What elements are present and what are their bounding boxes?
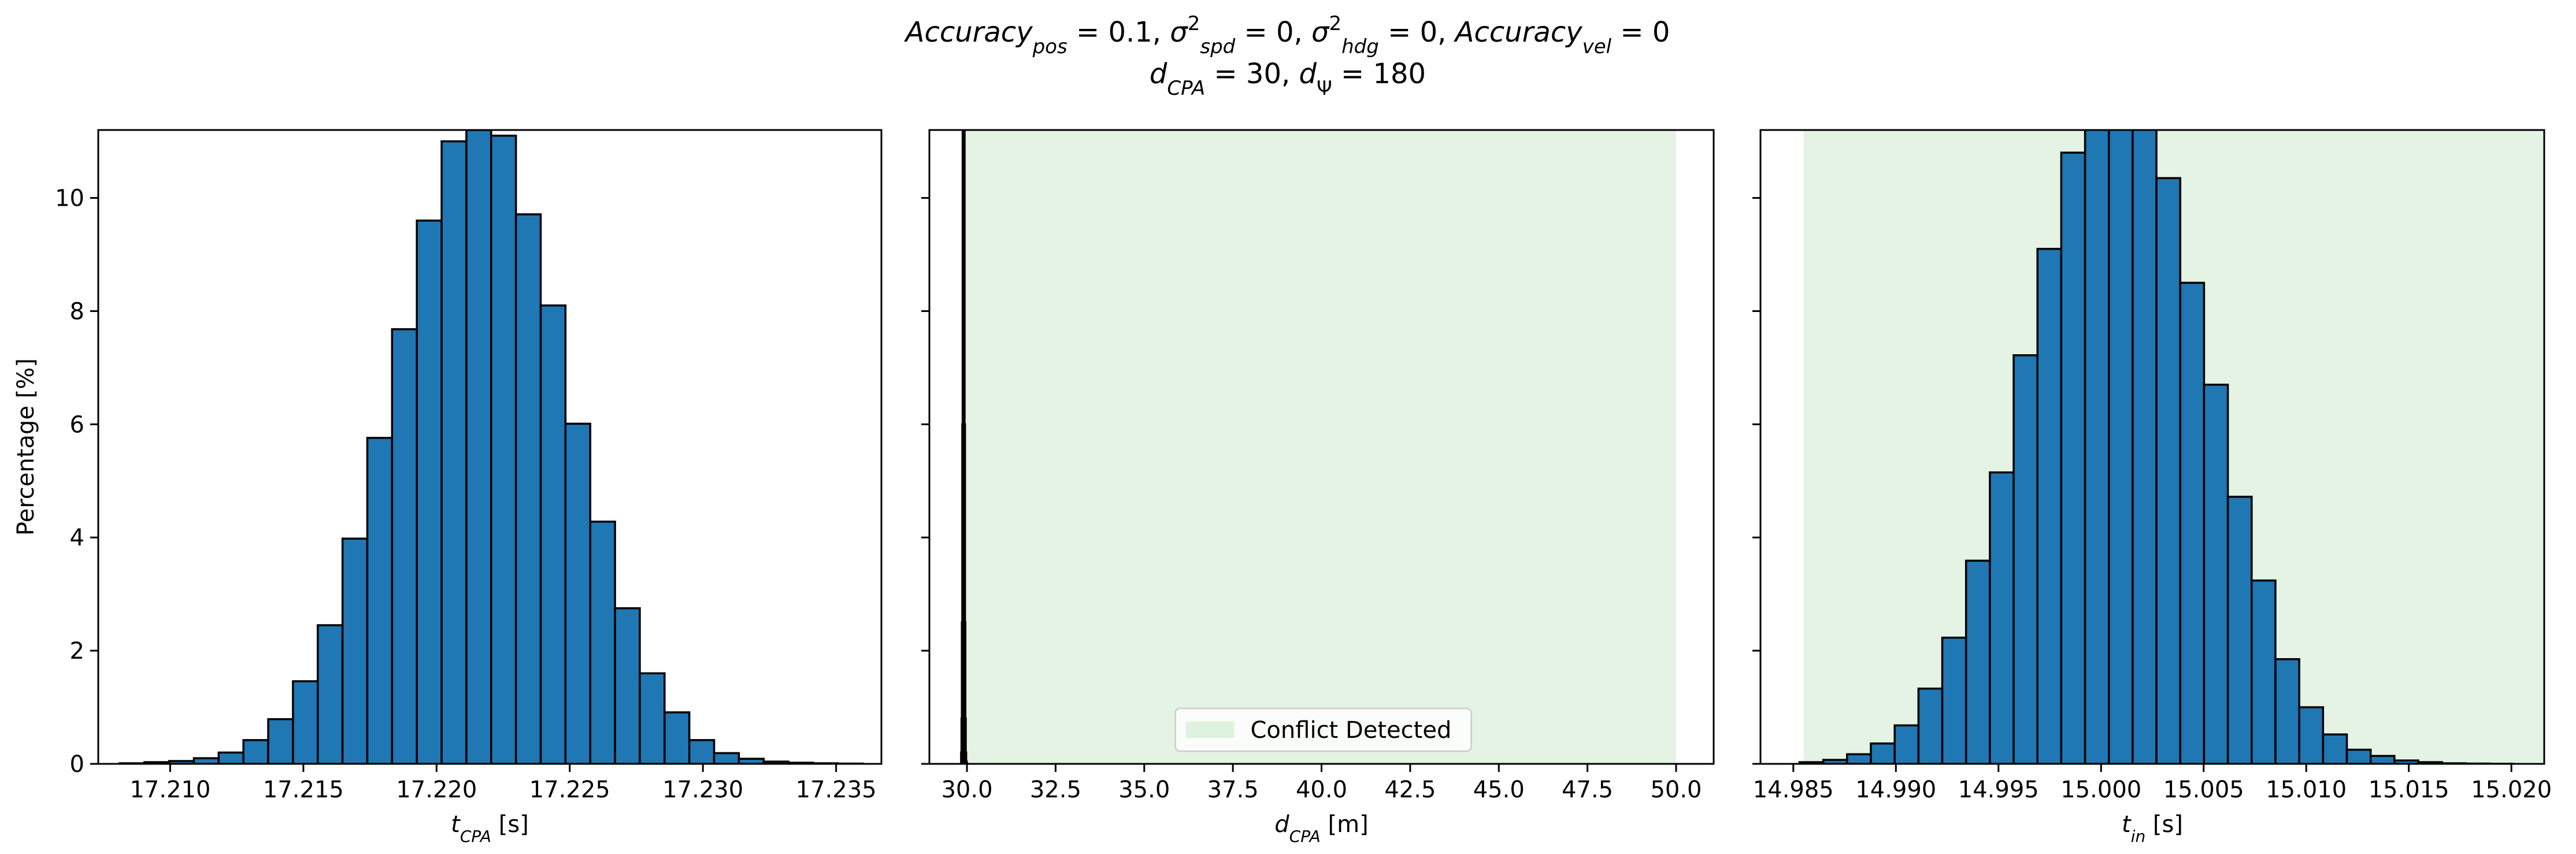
subplot-dcpa-histogram: 30.0 32.5 35.0 37.5 40.0 42.5 45.0 47.5 50.0 dCPA… — [921, 129, 1715, 846]
x-tick-label: 15.015 — [2369, 777, 2449, 803]
histogram-bar — [2274, 658, 2300, 764]
histogram-bar — [614, 607, 641, 764]
plot-area — [1798, 130, 2544, 764]
x-tick-label: 17.220 — [396, 777, 477, 803]
x-tick-label: 15.010 — [2266, 777, 2347, 803]
histogram-bar — [564, 422, 592, 764]
histogram-bar — [2322, 733, 2348, 764]
x-tick-label: 42.5 — [1384, 777, 1436, 803]
x-axis-label: tCPA [s] — [451, 811, 529, 846]
x-tick-label: 47.5 — [1562, 777, 1613, 803]
histogram-bar — [2251, 579, 2277, 764]
x-tick-label: 35.0 — [1118, 777, 1170, 803]
histogram-bar — [2132, 130, 2158, 764]
histogram-bar — [2226, 495, 2253, 764]
histogram-bar — [1893, 724, 1920, 764]
x-tick-label: 50.0 — [1650, 777, 1702, 803]
x-axis-label: dCPA [m] — [1274, 811, 1368, 846]
histogram-bar — [267, 718, 294, 764]
histogram-bar — [2345, 748, 2372, 764]
histogram-bar — [2060, 151, 2086, 764]
histogram-bar — [1965, 559, 1991, 764]
x-tick-label: 14.990 — [1855, 777, 1936, 803]
legend: Conflict Detected — [1174, 707, 1472, 752]
histogram-bar — [664, 711, 691, 764]
histogram-bar — [2012, 354, 2038, 764]
histogram-bar — [416, 219, 443, 764]
x-tick-label: 17.235 — [796, 777, 877, 803]
histogram-bar — [391, 328, 418, 764]
figure-title-line2: dCPA = 30, dΨ = 180 — [1150, 58, 1426, 100]
histogram-bar — [2107, 130, 2134, 764]
histogram-bar — [341, 537, 369, 764]
plot-area — [118, 130, 864, 764]
histogram-bar — [1917, 687, 1944, 764]
x-tick-label: 17.215 — [263, 777, 344, 803]
y-tick-label: 0 — [70, 751, 84, 778]
histogram-bar — [366, 437, 394, 764]
histogram-bar — [292, 680, 319, 764]
x-tick-label: 17.210 — [129, 777, 210, 803]
histogram-bar — [589, 521, 616, 764]
x-tick-label: 14.985 — [1753, 777, 1834, 803]
y-tick-label: 4 — [70, 525, 84, 551]
x-tick-label: 15.000 — [2060, 777, 2141, 803]
conflict-detected-region — [963, 130, 1676, 764]
y-tick-label: 8 — [70, 298, 84, 325]
x-tick-label: 45.0 — [1473, 777, 1525, 803]
y-tick-label: 2 — [70, 638, 84, 664]
axes-frame — [97, 129, 883, 765]
histogram-bar — [440, 140, 468, 764]
histogram-bar — [317, 624, 344, 764]
histogram-bar — [465, 130, 492, 764]
y-tick-label: 6 — [70, 411, 84, 438]
plot-area — [960, 130, 1676, 764]
legend-label: Conflict Detected — [1251, 717, 1452, 744]
histogram-bar — [242, 739, 269, 764]
x-tick-label: 32.5 — [1030, 777, 1081, 803]
histogram-bar — [490, 135, 517, 764]
axes-frame — [1759, 129, 2545, 765]
x-tick-label: 15.005 — [2163, 777, 2244, 803]
x-tick-label: 14.995 — [1958, 777, 2039, 803]
histogram-bar — [2298, 706, 2325, 764]
x-tick-label: 17.230 — [662, 777, 743, 803]
histogram-bar — [2203, 384, 2229, 764]
histogram-bar — [1941, 636, 1967, 764]
y-axis-label: Percentage [%] — [13, 358, 39, 536]
x-tick-label: 40.0 — [1296, 777, 1347, 803]
histogram-bar — [713, 752, 740, 764]
histogram-bar — [1846, 753, 1872, 764]
histogram-bar — [688, 739, 716, 764]
histogram-bar — [514, 213, 542, 764]
histogram-bar — [2036, 247, 2063, 764]
figure-title-line1: Accuracypos = 0.1, σ2spd = 0, σ2hdg = 0,… — [904, 12, 1670, 58]
histogram-bar — [2369, 755, 2396, 764]
histogram-bar — [539, 304, 567, 764]
subplot-tcpa-histogram: 17.210 17.215 17.220 17.225 17.230 17.235 0 2 4 6… — [13, 129, 883, 846]
x-tick-label: 37.5 — [1207, 777, 1259, 803]
histogram-bar — [2084, 130, 2110, 764]
histogram-bar — [217, 751, 244, 764]
histogram-bar — [639, 672, 666, 764]
x-axis-label: tin [s] — [2122, 811, 2183, 846]
histogram-bar — [2155, 177, 2182, 764]
histogram-bar — [2179, 281, 2206, 764]
histogram-bar — [1989, 471, 2015, 764]
legend-swatch — [1185, 722, 1235, 738]
x-tick-label: 15.020 — [2471, 777, 2552, 803]
histogram-bar — [1870, 742, 1896, 764]
x-tick-label: 17.225 — [529, 777, 610, 803]
subplot-tin-histogram: 14.985 14.990 14.995 15.000 15.005 15.010 15.0… — [1752, 129, 2552, 846]
y-tick-label: 10 — [55, 185, 84, 212]
x-tick-label: 30.0 — [941, 777, 992, 803]
